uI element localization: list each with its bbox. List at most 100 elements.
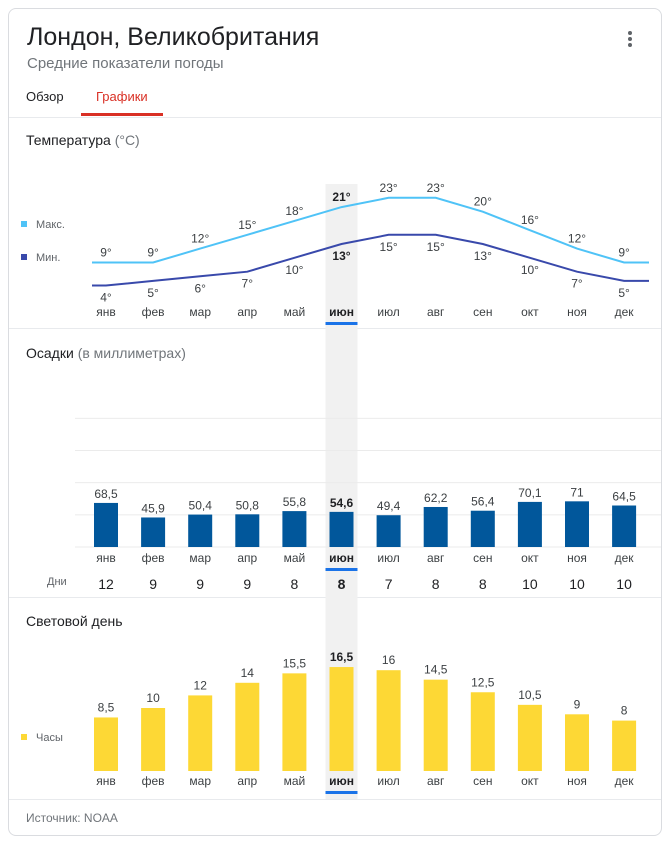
min-temp-label: 7° [571,277,583,291]
legend-max-label: Макс. [36,219,65,231]
precip-value-label: 64,5 [612,490,636,504]
precip-month-label: май [284,551,306,565]
precip-bar [565,501,589,547]
rain-days-value: 12 [98,576,114,592]
precipitation-title-text: Осадки [26,345,74,361]
daylight-value-label: 8,5 [98,700,115,714]
max-temp-label: 15° [238,218,256,232]
daylight-value-label: 14,5 [424,663,448,677]
legend-min-label: Мин. [36,252,60,264]
precip-month-label: дек [615,551,635,565]
tab-active-indicator [81,113,163,116]
temperature-month-label: мар [189,305,211,319]
daylight-bar [423,679,448,771]
rain-days-value: 8 [291,576,299,592]
tab-charts[interactable]: Графики [96,89,148,104]
precip-value-label: 70,1 [518,486,542,500]
temperature-month-label: ноя [567,305,587,319]
max-temp-label: 21° [332,190,350,204]
precip-value-label: 45,9 [141,501,165,515]
daylight-title: Световой день [26,613,123,629]
daylight-value-label: 9 [574,697,581,711]
temperature-month-label: сен [473,305,492,319]
tab-overview[interactable]: Обзор [26,89,64,104]
precip-value-label: 62,2 [424,491,448,505]
precipitation-title: Осадки (в миллиметрах) [26,345,186,361]
max-temp-label: 16° [521,213,539,227]
precip-bar [423,506,448,547]
precip-value-label: 56,4 [471,495,495,509]
temperature-month-label: авг [427,305,445,319]
temperature-title: Температура (°C) [26,132,140,148]
temperature-month-label: окт [521,305,539,319]
min-temp-label: 6° [194,281,206,295]
daylight-bar [612,720,637,771]
max-temp-label: 9° [100,245,112,259]
rain-days-value: 8 [432,576,440,592]
daylight-month-label: дек [615,774,635,788]
precip-bar [612,505,637,547]
min-temp-label: 10° [521,263,539,277]
daylight-month-label: фев [142,774,165,788]
legend-hours-label: Часы [36,732,63,744]
daylight-bar [282,673,307,771]
rain-days-value: 9 [196,576,204,592]
precip-value-label: 50,8 [236,498,260,512]
temperature-month-label: июн [329,305,354,319]
precip-month-indicator [325,568,358,571]
precip-bar [282,511,307,547]
daylight-value-label: 16,5 [330,650,354,664]
daylight-bar [188,695,213,771]
precip-value-label: 49,4 [377,499,401,513]
legend-max-swatch [21,221,27,227]
divider [9,328,661,329]
daylight-bar [376,670,401,771]
daylight-bar [565,714,589,771]
precip-value-label: 55,8 [283,495,307,509]
daylight-month-label: май [284,774,306,788]
rain-days-value: 10 [569,576,585,592]
daylight-month-label: мар [189,774,211,788]
daylight-value-label: 8 [621,704,628,718]
highlight-band [325,184,358,799]
daylight-bar [141,708,166,771]
temperature-month-label: июл [377,305,399,319]
daylight-month-label: янв [96,774,116,788]
max-temp-label: 9° [147,245,159,259]
daylight-month-label: июл [377,774,399,788]
precip-value-label: 54,6 [330,496,354,510]
max-temp-label: 12° [568,232,586,246]
precip-month-label: авг [427,551,445,565]
precip-bar [235,514,260,547]
max-temp-label: 20° [474,195,492,209]
max-temp-label: 9° [618,245,630,259]
daylight-bar [517,704,542,771]
precip-bar [188,514,213,547]
daylight-month-label: ноя [567,774,587,788]
temperature-month-label: апр [237,305,257,319]
precip-value-label: 50,4 [189,499,213,513]
precip-month-label: июл [377,551,399,565]
daylight-month-label: сен [473,774,492,788]
more-vert-icon[interactable] [625,29,635,49]
daylight-value-label: 10 [146,691,160,705]
precipitation-unit: (в миллиметрах) [77,345,186,361]
daylight-value-label: 12 [194,678,208,692]
divider [9,597,661,598]
precip-month-label: мар [189,551,211,565]
days-label: Дни [47,576,67,588]
precip-bar [94,502,118,547]
daylight-value-label: 12,5 [471,675,495,689]
daylight-bar [470,692,495,771]
legend-min-swatch [21,254,27,260]
precip-month-label: сен [473,551,492,565]
precip-value-label: 71 [570,485,584,499]
rain-days-value: 9 [243,576,251,592]
precip-bar [141,517,166,547]
precip-month-label: ноя [567,551,587,565]
min-temp-label: 5° [147,286,159,300]
temperature-unit: (°C) [114,132,140,148]
daylight-value-label: 14 [241,666,255,680]
daylight-month-label: авг [427,774,445,788]
temperature-month-indicator [325,322,358,325]
